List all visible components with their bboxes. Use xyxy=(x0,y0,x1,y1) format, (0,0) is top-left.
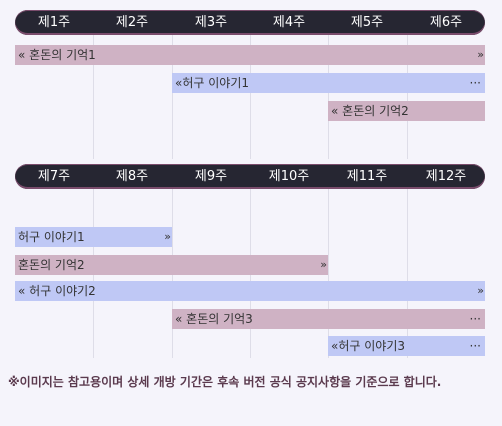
grid-line xyxy=(407,189,408,358)
schedule-bar-fiction-story-3: «허구 이야기3 ··· xyxy=(328,336,485,356)
more-ellipsis-icon: ··· xyxy=(469,76,481,90)
week-label: 제5주 xyxy=(350,15,384,30)
continues-right-icon: » xyxy=(164,230,171,243)
week-label: 제2주 xyxy=(115,15,149,30)
week-label: 제7주 xyxy=(37,169,71,184)
grid-line xyxy=(93,35,94,159)
bar-label: « 혼돈의 기억1 xyxy=(18,48,96,62)
continues-right-icon: » xyxy=(477,48,484,61)
week-label: 제4주 xyxy=(272,15,306,30)
grid-line xyxy=(328,189,329,358)
timeline-weeks-7-12: 제7주 제8주 제9주 제10주 제11주 제12주 허구 이야기1 » 혼돈의… xyxy=(15,164,485,358)
continues-right-icon: » xyxy=(320,258,327,271)
bar-label: « 혼돈의 기억2 xyxy=(331,104,409,118)
schedule-bar-fiction-story-1: «허구 이야기1 ··· xyxy=(172,73,485,93)
bar-label: 허구 이야기1 xyxy=(18,230,85,244)
week-header-bar: 제7주 제8주 제9주 제10주 제11주 제12주 xyxy=(15,164,485,189)
grid-line xyxy=(328,35,329,159)
schedule-bar-chaos-memory-3: « 혼돈의 기억3 ··· xyxy=(172,309,485,329)
week-label: 제1주 xyxy=(37,15,71,30)
week-label: 제11주 xyxy=(346,169,388,184)
week-label: 제9주 xyxy=(194,169,228,184)
grid-line xyxy=(172,35,173,159)
disclaimer-note: ※이미지는 참고용이며 상세 개방 기간은 후속 버전 공식 공지사항을 기준으… xyxy=(8,375,442,389)
continues-right-icon: » xyxy=(477,284,484,297)
week-label: 제8주 xyxy=(115,169,149,184)
timeline-weeks-1-6: 제1주 제2주 제3주 제4주 제5주 제6주 « 혼돈의 기억1 » «허구 … xyxy=(15,10,485,160)
week-label: 제10주 xyxy=(268,169,310,184)
week-header-bar: 제1주 제2주 제3주 제4주 제5주 제6주 xyxy=(15,10,485,35)
bar-label: 혼돈의 기억2 xyxy=(18,258,85,272)
grid-line xyxy=(250,35,251,159)
bar-label: « 혼돈의 기억3 xyxy=(175,312,253,326)
bar-label: «허구 이야기1 xyxy=(175,76,249,90)
schedule-bar-chaos-memory-1: « 혼돈의 기억1 » xyxy=(15,45,485,65)
continues-left-icon: « xyxy=(175,312,183,326)
week-label: 제12주 xyxy=(425,169,467,184)
more-ellipsis-icon: ··· xyxy=(469,312,481,326)
week-label: 제6주 xyxy=(429,15,463,30)
grid-line xyxy=(407,35,408,159)
continues-left-icon: « xyxy=(18,48,26,62)
more-ellipsis-icon: ··· xyxy=(469,339,481,353)
bar-label: «허구 이야기3 xyxy=(331,339,405,353)
schedule-bar-chaos-memory-2: 혼돈의 기억2 » xyxy=(15,255,328,275)
continues-left-icon: « xyxy=(331,104,339,118)
continues-left-icon: « xyxy=(331,339,339,353)
continues-left-icon: « xyxy=(175,76,183,90)
schedule-bar-chaos-memory-2: « 혼돈의 기억2 xyxy=(328,101,485,121)
week-label: 제3주 xyxy=(194,15,228,30)
bar-label: « 허구 이야기2 xyxy=(18,284,96,298)
continues-left-icon: « xyxy=(18,284,26,298)
schedule-bar-fiction-story-2: « 허구 이야기2 » xyxy=(15,281,485,301)
schedule-bar-fiction-story-1: 허구 이야기1 » xyxy=(15,227,172,247)
